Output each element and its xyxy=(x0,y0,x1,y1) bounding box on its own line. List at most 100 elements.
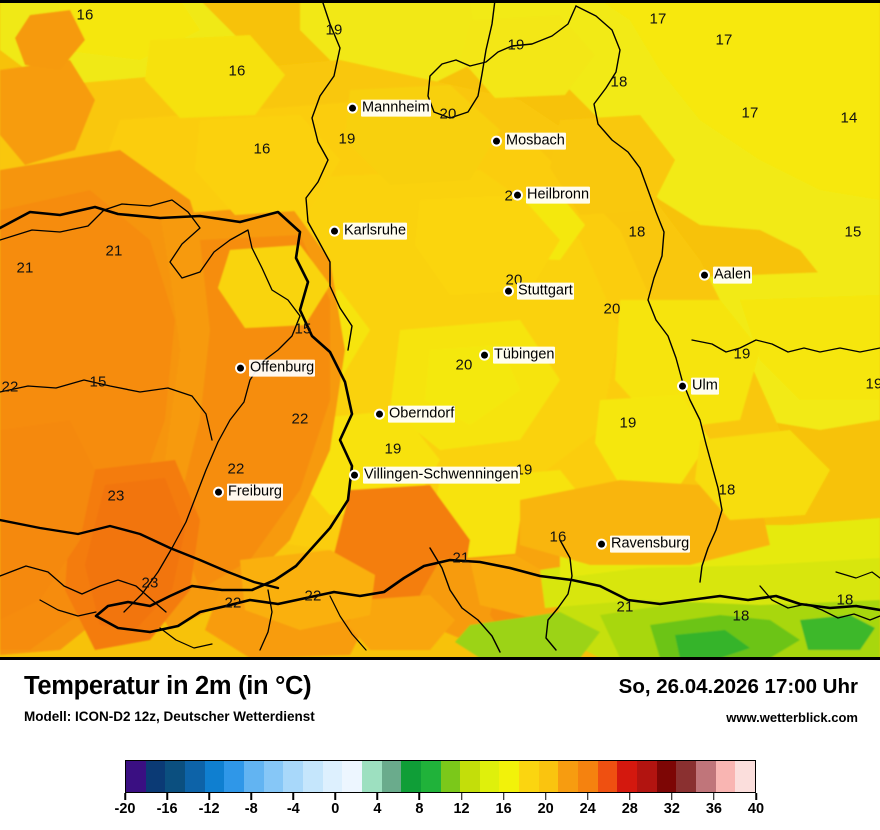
temperature-field xyxy=(0,0,880,660)
temperature-value: 17 xyxy=(715,31,733,49)
city-marker-ravensburg: Ravensburg xyxy=(598,535,691,553)
temperature-value: 16 xyxy=(228,62,246,80)
city-marker-stuttgart: Stuttgart xyxy=(505,282,574,300)
temperature-value: 22 xyxy=(1,378,19,396)
city-label: Mosbach xyxy=(505,132,566,150)
city-marker-aalen: Aalen xyxy=(701,266,753,284)
temperature-value: 18 xyxy=(732,607,750,625)
temperature-value: 16 xyxy=(549,528,567,546)
colorbar-swatch xyxy=(224,761,244,792)
temperature-value: 18 xyxy=(836,591,854,609)
colorbar-labels: -20 -16 -12 -8 -4 0 4 8 12 16 20 24 28 32 36 40 xyxy=(115,801,765,821)
city-label: Mannheim xyxy=(361,99,431,117)
temperature-value: 21 xyxy=(105,242,123,260)
city-dot-icon xyxy=(376,410,383,418)
colorbar-tick-label: 8 xyxy=(415,801,424,817)
temperature-value: 22 xyxy=(304,587,322,605)
city-label: Oberndorf xyxy=(388,405,456,423)
colorbar-tick xyxy=(418,793,421,800)
colorbar-swatch xyxy=(361,761,382,792)
colorbar-swatch xyxy=(735,761,755,792)
city-dot-icon xyxy=(215,488,222,496)
city-marker-ulm: Ulm xyxy=(679,377,719,395)
city-dot-icon xyxy=(237,364,244,372)
city-label: Ravensburg xyxy=(610,535,691,553)
colorbar-tick xyxy=(166,793,168,800)
colorbar-swatch xyxy=(322,761,343,792)
city-dot-icon xyxy=(505,287,512,295)
colorbar-swatch xyxy=(440,761,461,792)
city-marker-mosbach: Mosbach xyxy=(493,132,566,150)
city-marker-offenburg: Offenburg xyxy=(237,359,316,377)
colorbar-swatch xyxy=(696,761,716,792)
colorbar-tick-label: -20 xyxy=(114,801,136,817)
model-subtitle: Modell: ICON-D2 12z, Deutscher Wetterdie… xyxy=(24,709,315,724)
colorbar-tick xyxy=(671,793,673,800)
temperature-value: 20 xyxy=(455,356,473,374)
colorbar-swatch xyxy=(538,761,559,792)
city-marker-villingen-schwenningen: Villingen-Schwenningen xyxy=(351,466,520,484)
city-label: Heilbronn xyxy=(526,186,591,204)
temperature-value: 19 xyxy=(865,375,880,393)
city-dot-icon xyxy=(514,191,521,199)
colorbar-swatch xyxy=(519,761,539,792)
city-dot-icon xyxy=(351,471,358,479)
temperature-value: 21 xyxy=(16,259,34,277)
temperature-value: 19 xyxy=(338,130,356,148)
colorbar-tick-label: 40 xyxy=(747,801,765,817)
city-dot-icon xyxy=(331,227,338,235)
colorbar-tick xyxy=(586,793,589,800)
colorbar-swatch xyxy=(597,761,618,792)
colorbar-swatch xyxy=(420,761,441,792)
colorbar: -20 -16 -12 -8 -4 0 4 8 12 16 20 24 28 32 36 40 xyxy=(115,760,764,817)
temperature-value: 23 xyxy=(107,487,125,505)
city-label: Tübingen xyxy=(493,346,556,364)
temperature-value: 20 xyxy=(439,105,457,123)
colorbar-tick xyxy=(755,793,757,800)
colorbar-tick-label: 4 xyxy=(373,801,382,817)
colorbar-tick xyxy=(502,793,505,800)
colorbar-swatch xyxy=(499,761,520,792)
colorbar-swatch xyxy=(676,761,697,792)
colorbar-ticks xyxy=(124,793,757,801)
colorbar-swatch xyxy=(126,761,146,792)
temperature-value: 20 xyxy=(603,300,621,318)
temperature-value: 19 xyxy=(507,36,525,54)
colorbar-swatch xyxy=(715,761,736,792)
colorbar-swatch xyxy=(184,761,205,792)
temperature-value: 18 xyxy=(628,223,646,241)
colorbar-tick xyxy=(713,793,715,800)
city-marker-heilbronn: Heilbronn xyxy=(514,186,591,204)
temperature-value: 18 xyxy=(610,73,628,91)
valid-timestamp: So, 26.04.2026 17:00 Uhr xyxy=(618,675,858,698)
city-marker-freiburg: Freiburg xyxy=(215,483,283,501)
colorbar-tick-label: -4 xyxy=(286,801,300,817)
city-label: Offenburg xyxy=(249,359,316,377)
temperature-value: 14 xyxy=(840,109,858,127)
colorbar-tick-label: 0 xyxy=(331,801,340,817)
colorbar-tick-label: 16 xyxy=(495,801,512,817)
city-label: Villingen-Schwenningen xyxy=(363,466,520,484)
footer-panel: Temperatur in 2m (in °C) Modell: ICON-D2… xyxy=(0,660,880,830)
city-dot-icon xyxy=(701,271,708,279)
temperature-value: 15 xyxy=(294,320,312,338)
city-dot-icon xyxy=(679,382,686,390)
temperature-value: 19 xyxy=(515,461,533,479)
colorbar-swatch xyxy=(302,761,323,792)
colorbar-tick-label: 36 xyxy=(705,801,722,817)
colorbar-swatch xyxy=(401,761,421,792)
colorbar-swatch xyxy=(479,761,500,792)
temperature-value: 16 xyxy=(76,6,94,24)
temperature-value: 21 xyxy=(616,598,634,616)
temperature-value: 22 xyxy=(227,460,245,478)
city-label: Aalen xyxy=(713,266,753,284)
colorbar-tick xyxy=(334,793,337,800)
colorbar-tick xyxy=(376,793,379,800)
weather-map[interactable]: 16 19 19 17 17 16 18 20 17 14 16 19 20 21 18 15 21 20 20 15… xyxy=(0,0,880,660)
colorbar-tick-label: -12 xyxy=(198,801,220,817)
colorbar-swatch xyxy=(263,761,284,792)
colorbar-tick xyxy=(629,793,631,800)
colorbar-tick xyxy=(460,793,463,800)
colorbar-tick-label: 28 xyxy=(621,801,638,817)
colorbar-swatch xyxy=(243,761,264,792)
